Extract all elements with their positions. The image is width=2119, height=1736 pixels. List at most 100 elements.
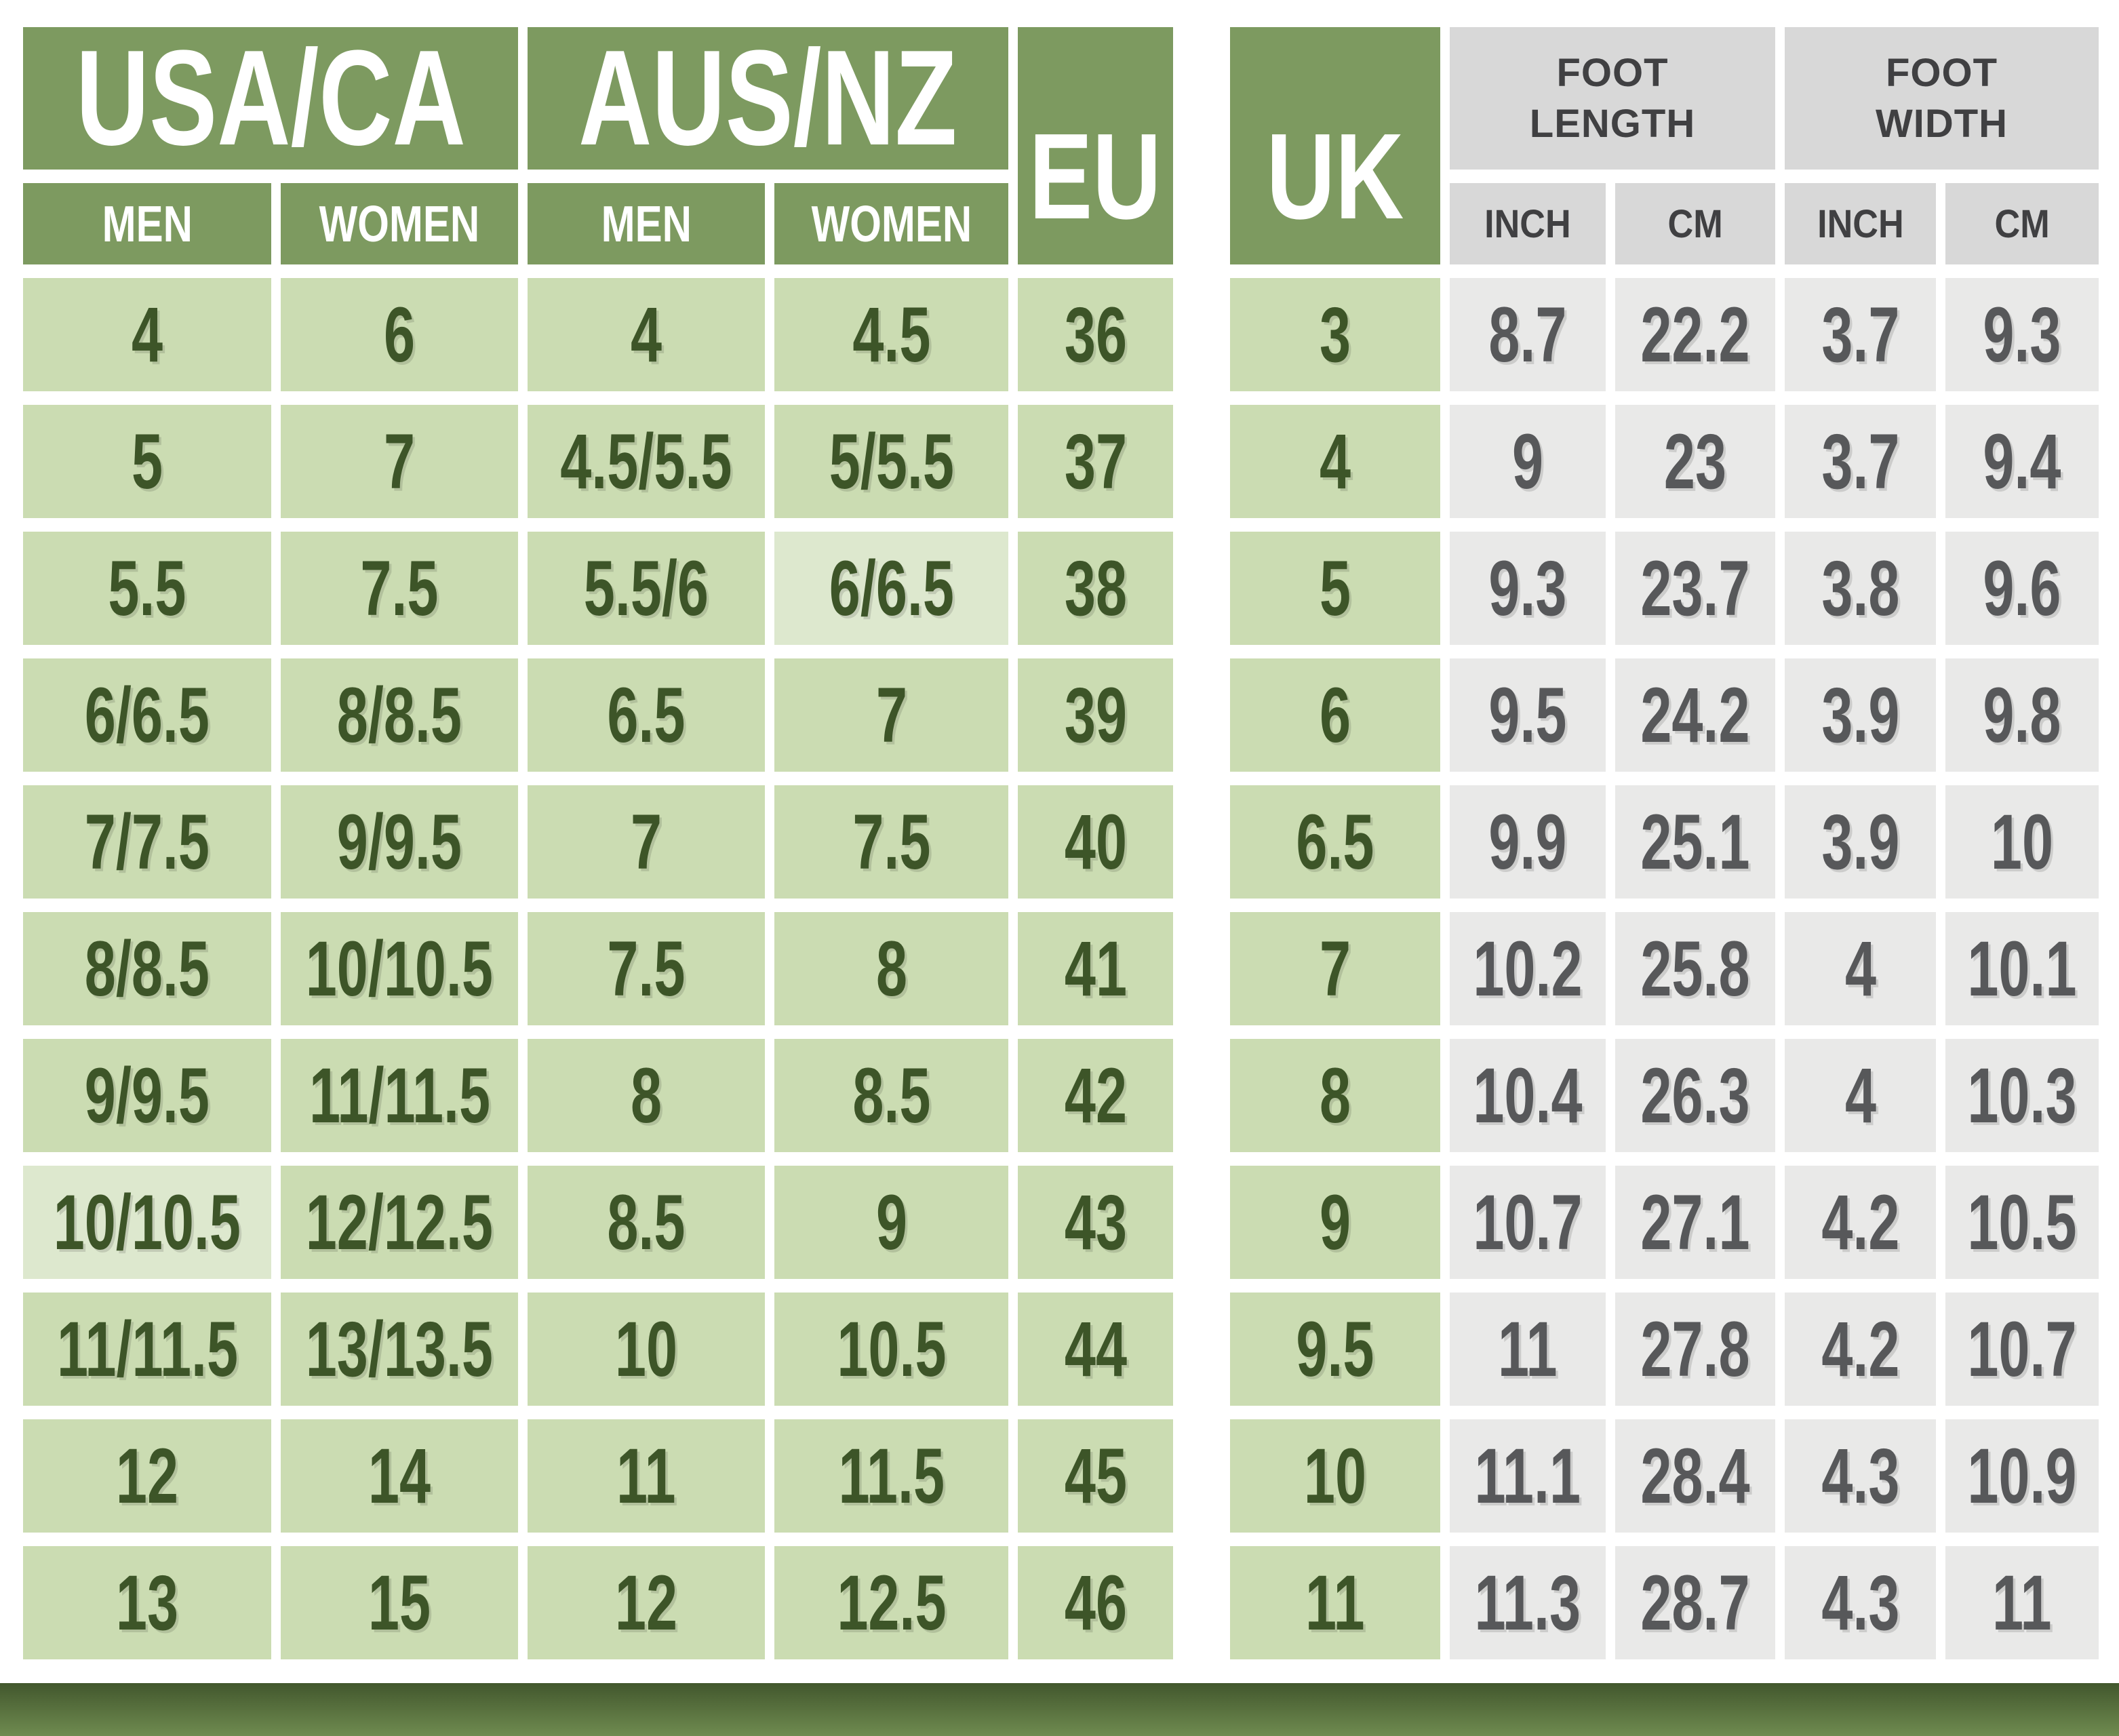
size-cell-value: 36 xyxy=(1064,291,1127,378)
size-cell-value: 7 xyxy=(383,418,416,505)
size-cell-value: 10.9 xyxy=(1967,1432,2077,1520)
size-cell: 28.7 xyxy=(1615,1546,1775,1659)
size-cell-value: 42 xyxy=(1064,1052,1127,1139)
inch-subheader: INCH xyxy=(1450,183,1606,264)
size-cell-value: 3.9 xyxy=(1821,798,1900,886)
size-cell-value: 9 xyxy=(1511,418,1544,505)
size-cell-value: 11.5 xyxy=(838,1432,945,1520)
size-cell: 27.8 xyxy=(1615,1293,1775,1406)
size-cell: 11 xyxy=(1945,1546,2099,1659)
size-cell: 7 xyxy=(1230,912,1440,1025)
size-cell-value: 22.2 xyxy=(1640,291,1750,378)
size-cell: 41 xyxy=(1018,912,1173,1025)
size-cell: 9 xyxy=(1450,405,1606,518)
footer-bar xyxy=(0,1683,2119,1736)
foot-width-header-line2: WIDTH xyxy=(1875,102,2008,146)
size-cell-value: 10 xyxy=(614,1305,678,1393)
size-cell: 7.5 xyxy=(774,785,1008,899)
size-cell-value: 9.8 xyxy=(1983,671,2061,759)
size-cell-value: 9.3 xyxy=(1983,291,2061,378)
size-cell-value: 4 xyxy=(1844,1052,1876,1139)
size-cell: 23 xyxy=(1615,405,1775,518)
size-cell-value: 4.2 xyxy=(1821,1305,1900,1393)
size-cell: 3.9 xyxy=(1785,658,1936,772)
size-cell-value: 4.2 xyxy=(1821,1179,1900,1266)
size-cell-value: 7 xyxy=(875,671,907,759)
size-cell: 8 xyxy=(774,912,1008,1025)
cm-subheader-label: CM xyxy=(1667,201,1723,246)
size-cell-value: 7.5 xyxy=(607,925,686,1012)
size-cell: 10/10.5 xyxy=(281,912,518,1025)
size-cell-value: 11 xyxy=(1305,1559,1365,1646)
size-cell: 9/9.5 xyxy=(281,785,518,899)
size-cell-value: 3.7 xyxy=(1821,418,1900,505)
size-cell: 10 xyxy=(528,1293,765,1406)
size-cell: 11 xyxy=(528,1419,765,1533)
size-cell-value: 13 xyxy=(115,1559,179,1646)
size-cell: 3.9 xyxy=(1785,785,1936,899)
size-cell: 11/11.5 xyxy=(23,1293,271,1406)
size-cell: 10.5 xyxy=(1945,1166,2099,1279)
size-cell-value: 9.9 xyxy=(1488,798,1567,886)
size-cell: 9.4 xyxy=(1945,405,2099,518)
size-cell: 11/11.5 xyxy=(281,1039,518,1152)
foot-length-header-line2: LENGTH xyxy=(1529,102,1696,146)
size-cell-value: 5.5/6 xyxy=(583,545,709,632)
inch-subheader-label: INCH xyxy=(1817,201,1904,246)
size-cell-value: 41 xyxy=(1064,925,1127,1012)
size-cell: 9.3 xyxy=(1450,532,1606,645)
men-subheader: MEN xyxy=(528,183,765,264)
size-cell: 4 xyxy=(23,278,271,391)
size-cell: 12.5 xyxy=(774,1546,1008,1659)
size-cell: 9.5 xyxy=(1450,658,1606,772)
cm-subheader-label: CM xyxy=(1994,201,2050,246)
size-cell-value: 11.3 xyxy=(1474,1559,1581,1646)
size-cell: 37 xyxy=(1018,405,1173,518)
size-cell-value: 27.1 xyxy=(1640,1179,1750,1266)
size-cell: 9.6 xyxy=(1945,532,2099,645)
size-cell-value: 8 xyxy=(875,925,907,1012)
size-cell: 10.2 xyxy=(1450,912,1606,1025)
size-cell-value: 28.7 xyxy=(1640,1559,1750,1646)
size-cell: 10.7 xyxy=(1450,1166,1606,1279)
size-cell-value: 14 xyxy=(368,1432,431,1520)
size-cell-value: 7 xyxy=(630,798,662,886)
size-cell: 4 xyxy=(1230,405,1440,518)
foot-length-header-line1: FOOT xyxy=(1556,50,1669,95)
size-cell: 12/12.5 xyxy=(281,1166,518,1279)
size-cell-value: 7.5 xyxy=(360,545,439,632)
size-cell-value: 8.5 xyxy=(852,1052,931,1139)
size-cell-value: 43 xyxy=(1064,1179,1127,1266)
size-cell-value: 4 xyxy=(1844,925,1876,1012)
size-cell: 22.2 xyxy=(1615,278,1775,391)
size-cell: 10.9 xyxy=(1945,1419,2099,1533)
size-cell-value: 24.2 xyxy=(1640,671,1750,759)
uk-header: UK xyxy=(1230,27,1440,264)
size-cell: 7/7.5 xyxy=(23,785,271,899)
size-cell: 8.5 xyxy=(774,1039,1008,1152)
size-cell: 46 xyxy=(1018,1546,1173,1659)
size-cell: 27.1 xyxy=(1615,1166,1775,1279)
size-cell: 4.3 xyxy=(1785,1419,1936,1533)
size-cell: 6/6.5 xyxy=(23,658,271,772)
size-cell-value: 9.5 xyxy=(1296,1305,1374,1393)
size-cell-value: 8.5 xyxy=(607,1179,686,1266)
size-cell: 42 xyxy=(1018,1039,1173,1152)
size-cell: 43 xyxy=(1018,1166,1173,1279)
size-cell-value: 6 xyxy=(383,291,416,378)
size-cell-value: 6.5 xyxy=(607,671,686,759)
eu-header-label: EU xyxy=(1029,108,1162,245)
size-cell-value: 44 xyxy=(1064,1305,1127,1393)
size-cell: 9/9.5 xyxy=(23,1039,271,1152)
size-cell: 7 xyxy=(774,658,1008,772)
size-cell: 13/13.5 xyxy=(281,1293,518,1406)
size-cell: 9.8 xyxy=(1945,658,2099,772)
size-cell-value: 4.3 xyxy=(1821,1559,1900,1646)
size-cell-value: 12 xyxy=(115,1432,179,1520)
size-cell-value: 5 xyxy=(131,418,163,505)
size-cell: 13 xyxy=(23,1546,271,1659)
size-cell: 4 xyxy=(1785,912,1936,1025)
size-cell: 11.1 xyxy=(1450,1419,1606,1533)
size-cell-value: 46 xyxy=(1064,1559,1127,1646)
size-cell-value: 10.7 xyxy=(1967,1305,2077,1393)
